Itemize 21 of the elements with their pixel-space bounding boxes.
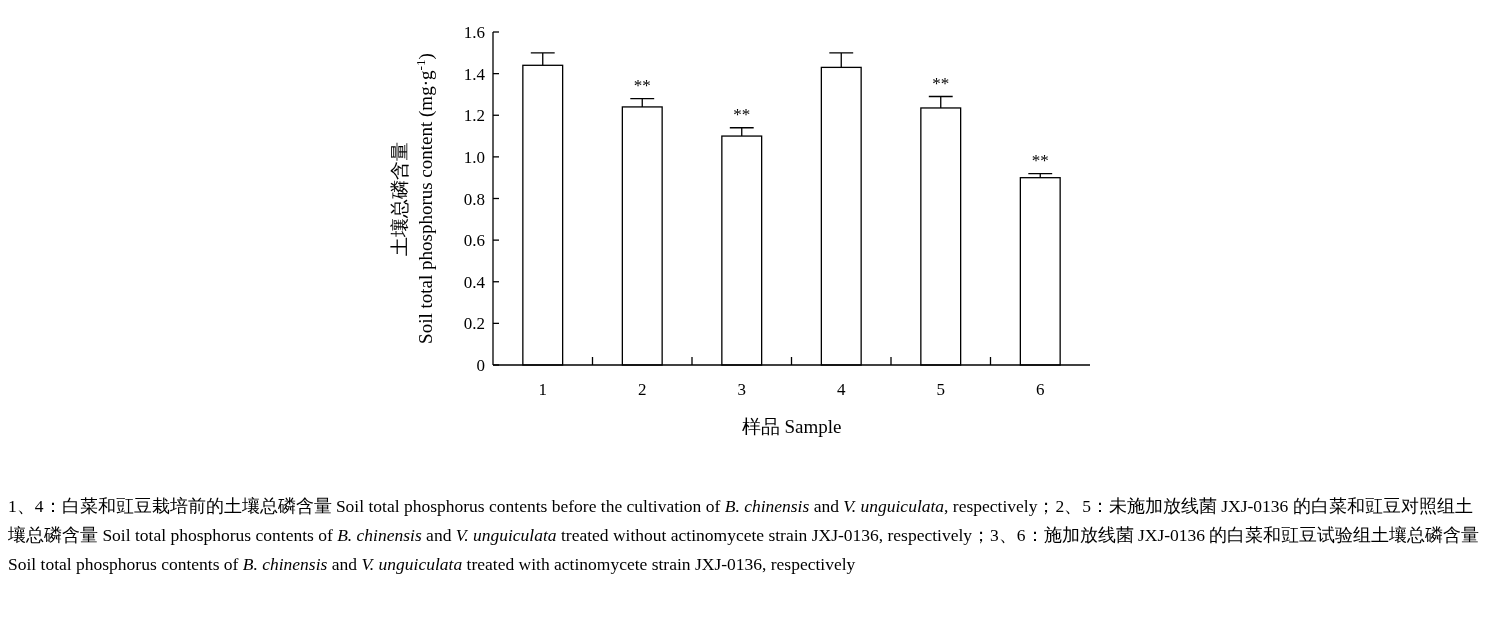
x-tick-label: 1	[538, 380, 547, 399]
annotation: **	[932, 73, 950, 93]
y-tick-label: 1.6	[463, 23, 485, 42]
x-tick-label: 6	[1036, 380, 1045, 399]
y-tick-label: 0.6	[463, 231, 485, 251]
x-tick-label: 3	[737, 380, 746, 399]
y-tick-label: 0	[476, 356, 485, 375]
y-tick-label: 0.2	[463, 314, 485, 334]
y-tick-label: 1.2	[463, 106, 485, 126]
annotation: **	[1031, 150, 1049, 170]
y-tick-label: 0.8	[463, 189, 485, 209]
annotation: **	[633, 75, 651, 95]
text: 1、4：白菜和豇豆栽培前的土壤总磷含量 Soil total phosphorus contents before the cultivation of B. chinensis and V. unguiculata, respectively；2、5：未施加放线菌 JXJ-0136 的白菜和豇豆对照组土壤总磷含量 Soil total phosphorus contents of B. chinensis and V. unguiculata treated without actinomycete strain JXJ-0136, respectively；3、6：施加放线菌 JXJ-0136 的白菜和豇豆试验组土壤总磷含量 Soil total phosphorus contents of B. chinensis and V. unguiculata treated with actinomycete strain JXJ-0136, respectively	[8, 496, 1480, 574]
y-tick-label: 1.0	[463, 147, 485, 167]
x-tick-label: 2	[638, 380, 647, 399]
x-tick-label: 4	[837, 380, 846, 399]
y-tick-label: 1.4	[463, 64, 486, 84]
x-tick-label: 5	[936, 380, 945, 399]
y-tick-label: 0.4	[463, 272, 486, 292]
x-axis-title: 样品 Sample	[741, 416, 842, 437]
annotation: **	[733, 104, 751, 124]
